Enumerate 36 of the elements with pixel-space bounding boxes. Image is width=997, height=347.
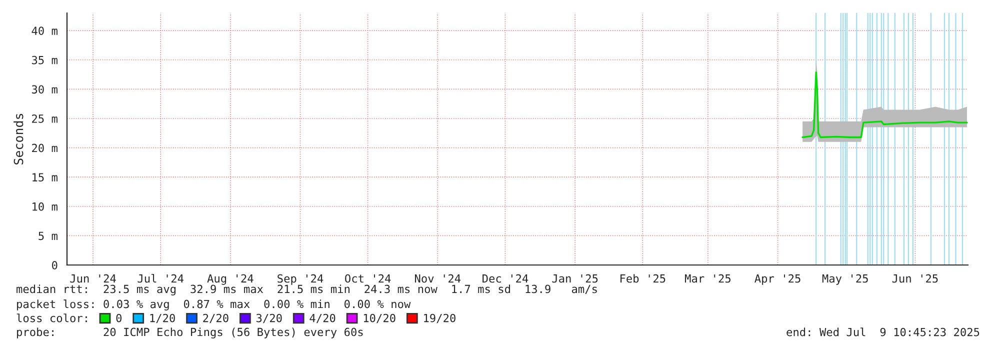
line-series [802,71,968,138]
x-tick-label: Jun '25 [892,274,938,283]
legend-label: 10/20 [364,314,396,324]
text: median rtt: 23.5 ms avg 32.9 ms max 21.5 ms min 24.3 ms now 1.7 ms sd 13.9 am/s [16,284,597,296]
text: probe: 20 ICMP Echo Pings (56 Bytes) every 60s [17,328,363,338]
y-tick-label: 0 [52,261,58,270]
x-tick-label: Jul '24 [138,274,184,283]
legend-label: 19/20 [424,314,456,324]
x-tick-label: Jun '24 [70,274,116,283]
y-tick-label: 10 m [32,202,58,211]
y-tick-label: 20 m [32,144,58,152]
y-tick-label: 25 m [32,114,58,123]
x-tick-label: Apr '25 [754,274,800,285]
y-axis-title: Seconds [14,114,24,164]
text: end: Wed Jul 9 10:45:23 2025 [786,328,980,336]
y-tick-label: 5 m [38,232,58,240]
x-tick-label: May '25 [822,274,868,285]
legend-label: 2/20 [203,314,228,324]
y-tick-label: 15 m [32,173,58,182]
legend-label: 3/20 [256,314,282,324]
x-tick-label: Feb '25 [620,274,666,283]
y-tick-label: 30 m [32,85,58,94]
legend-label: 4/20 [310,314,336,324]
x-tick-label: Oct '24 [345,274,391,283]
y-tick-label: 40 m [32,26,58,35]
x-tick-label: Dec '24 [482,274,528,283]
legend-label: 1/20 [150,314,175,324]
x-tick-label: Mar '25 [685,274,730,283]
legend-title: loss color: [16,314,87,322]
x-tick-label: Jan '25 [552,274,598,283]
legend-label: 0 [116,314,122,322]
x-tick-label: Aug '24 [207,274,254,285]
text: packet loss: 0.03 % avg 0.87 % max 0.00 % min 0.00 % now [17,300,411,310]
x-tick-label: Sep '24 [278,274,324,285]
y-tick-label: 35 m [32,56,58,64]
x-tick-label: Nov '24 [414,274,461,283]
